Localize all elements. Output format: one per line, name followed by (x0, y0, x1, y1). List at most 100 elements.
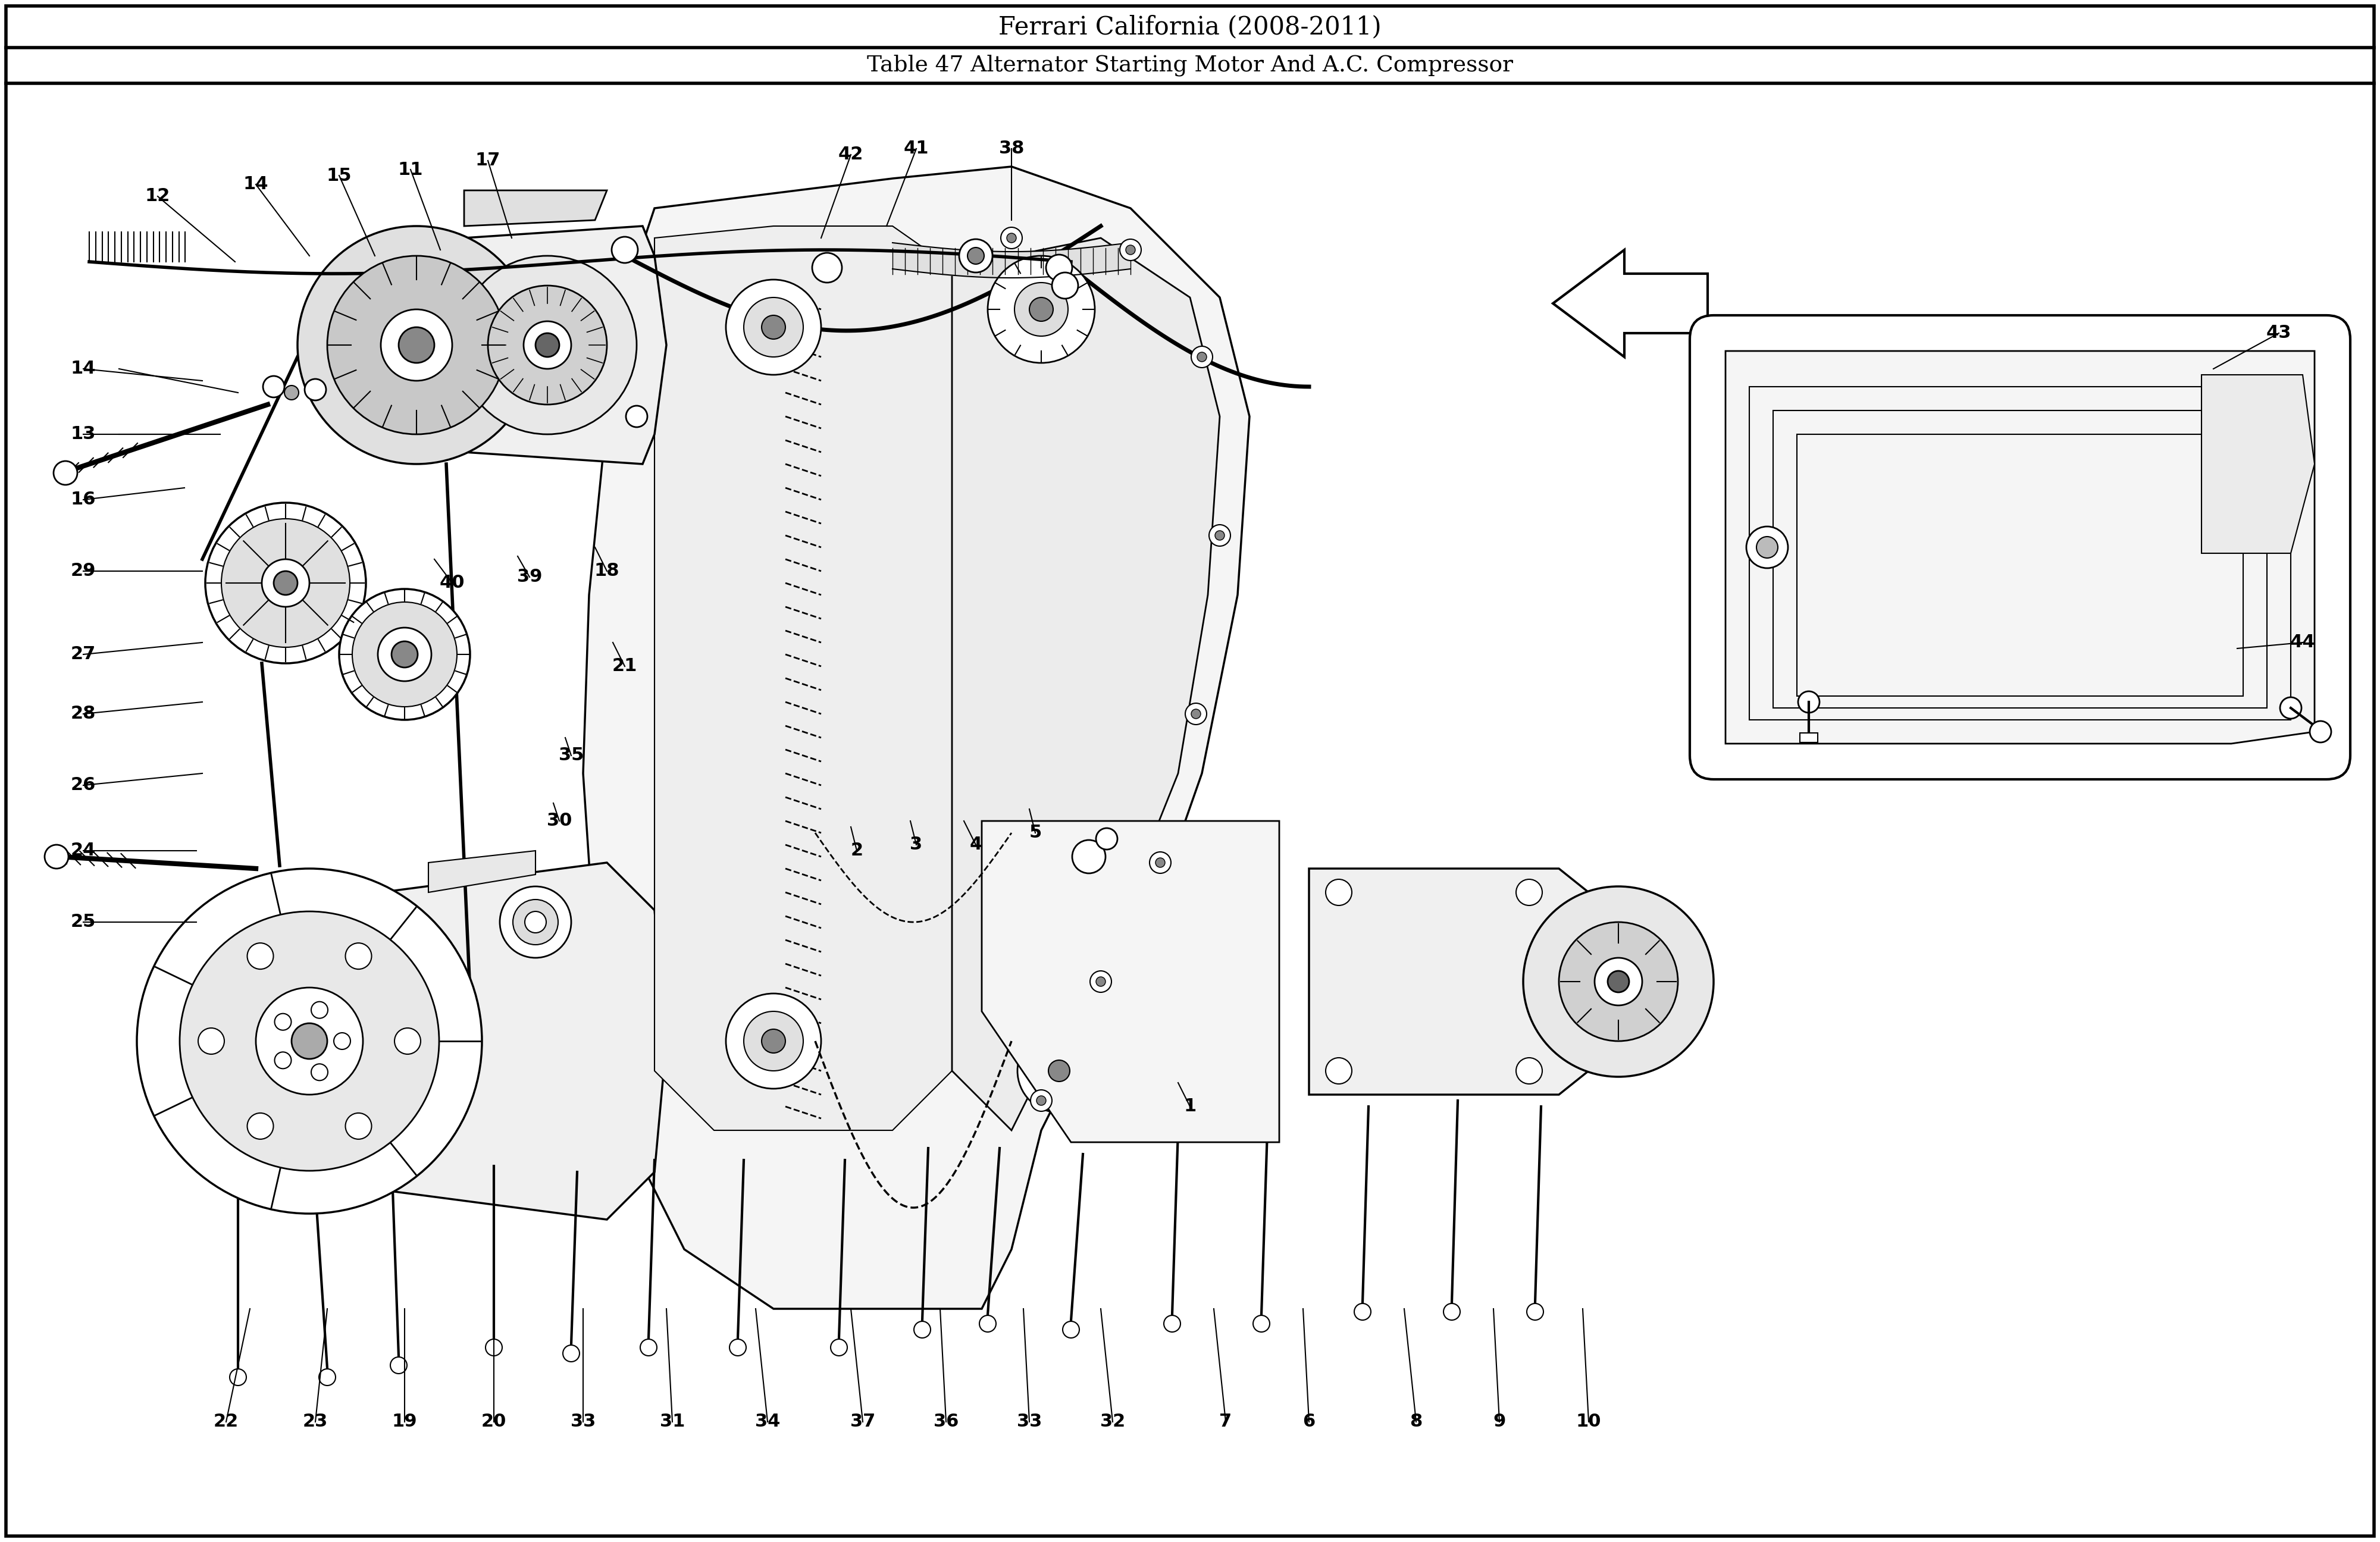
Text: 24: 24 (71, 842, 95, 859)
Text: 14: 14 (243, 176, 269, 193)
Circle shape (1209, 524, 1230, 546)
Circle shape (248, 1113, 274, 1140)
Circle shape (1197, 352, 1207, 362)
Circle shape (1326, 879, 1352, 905)
Circle shape (290, 1024, 328, 1059)
Polygon shape (428, 851, 536, 893)
Circle shape (1061, 1321, 1081, 1338)
Circle shape (486, 1338, 502, 1355)
Circle shape (400, 327, 433, 362)
Text: Ferrari California (2008-2011): Ferrari California (2008-2011) (1000, 14, 1380, 39)
Circle shape (762, 315, 785, 339)
Circle shape (1756, 537, 1778, 558)
Circle shape (205, 503, 367, 663)
Polygon shape (1309, 868, 1618, 1095)
Circle shape (198, 1029, 224, 1055)
Polygon shape (952, 237, 1219, 1130)
Text: 33: 33 (1016, 1412, 1042, 1431)
Circle shape (1192, 347, 1214, 367)
Circle shape (1164, 1315, 1180, 1332)
Circle shape (221, 518, 350, 648)
Text: 29: 29 (71, 563, 95, 580)
Circle shape (1185, 703, 1207, 725)
Text: 38: 38 (1000, 140, 1023, 157)
Circle shape (1528, 1303, 1542, 1320)
Text: 34: 34 (754, 1412, 781, 1431)
Circle shape (1747, 526, 1787, 567)
Circle shape (981, 1315, 995, 1332)
Circle shape (612, 237, 638, 264)
Circle shape (395, 1029, 421, 1055)
Circle shape (378, 628, 431, 682)
Text: 14: 14 (71, 361, 95, 378)
Circle shape (1354, 1303, 1371, 1320)
Polygon shape (464, 190, 607, 227)
Circle shape (1595, 958, 1642, 1005)
Circle shape (726, 993, 821, 1089)
Circle shape (312, 1002, 328, 1018)
Circle shape (274, 1052, 290, 1069)
Circle shape (340, 589, 471, 720)
Circle shape (524, 321, 571, 369)
Circle shape (500, 887, 571, 958)
Circle shape (640, 1338, 657, 1355)
Text: 35: 35 (559, 746, 583, 765)
Text: 28: 28 (71, 705, 95, 723)
Circle shape (1252, 1315, 1271, 1332)
Text: 9: 9 (1492, 1412, 1507, 1431)
Circle shape (381, 310, 452, 381)
Circle shape (352, 601, 457, 706)
Text: 36: 36 (933, 1412, 959, 1431)
Circle shape (298, 227, 536, 464)
Text: 15: 15 (326, 167, 352, 183)
Circle shape (1150, 851, 1171, 873)
Text: 8: 8 (1409, 1412, 1423, 1431)
Text: 39: 39 (516, 569, 543, 586)
Text: 20: 20 (481, 1412, 507, 1431)
Circle shape (2309, 722, 2332, 742)
Circle shape (274, 571, 298, 595)
Circle shape (1007, 233, 1016, 242)
Text: 1: 1 (1183, 1098, 1197, 1115)
Bar (1799, 732, 1818, 742)
Text: 7: 7 (1219, 1412, 1233, 1431)
Circle shape (248, 944, 274, 970)
Text: 22: 22 (214, 1412, 238, 1431)
Text: 44: 44 (2290, 634, 2316, 651)
Text: 41: 41 (904, 140, 928, 157)
Circle shape (45, 845, 69, 868)
Circle shape (1014, 282, 1069, 336)
Circle shape (1090, 971, 1111, 993)
Circle shape (1121, 239, 1142, 261)
Circle shape (1126, 245, 1135, 254)
Circle shape (1031, 1090, 1052, 1112)
Circle shape (1192, 709, 1202, 719)
Circle shape (262, 376, 286, 398)
Text: 4: 4 (969, 836, 983, 853)
Circle shape (262, 560, 309, 608)
Text: 31: 31 (659, 1412, 685, 1431)
Polygon shape (464, 227, 666, 464)
Circle shape (988, 256, 1095, 362)
Text: 18: 18 (595, 563, 619, 580)
Text: 25: 25 (71, 913, 95, 931)
Circle shape (1609, 971, 1628, 993)
Text: 42: 42 (838, 146, 864, 163)
Circle shape (1523, 887, 1714, 1076)
Circle shape (1052, 273, 1078, 299)
Circle shape (514, 899, 557, 945)
Text: Table 47 Alternator Starting Motor And A.C. Compressor: Table 47 Alternator Starting Motor And A… (866, 54, 1514, 76)
Circle shape (138, 868, 481, 1214)
Circle shape (1799, 691, 1821, 712)
Circle shape (312, 1064, 328, 1081)
Circle shape (1047, 1061, 1071, 1081)
Polygon shape (1726, 352, 2313, 743)
Circle shape (390, 1357, 407, 1374)
Text: 19: 19 (393, 1412, 416, 1431)
Text: 2: 2 (850, 842, 864, 859)
Circle shape (959, 239, 992, 273)
Circle shape (626, 406, 647, 427)
Polygon shape (983, 820, 1280, 1143)
Polygon shape (2202, 375, 2313, 554)
Circle shape (831, 1338, 847, 1355)
